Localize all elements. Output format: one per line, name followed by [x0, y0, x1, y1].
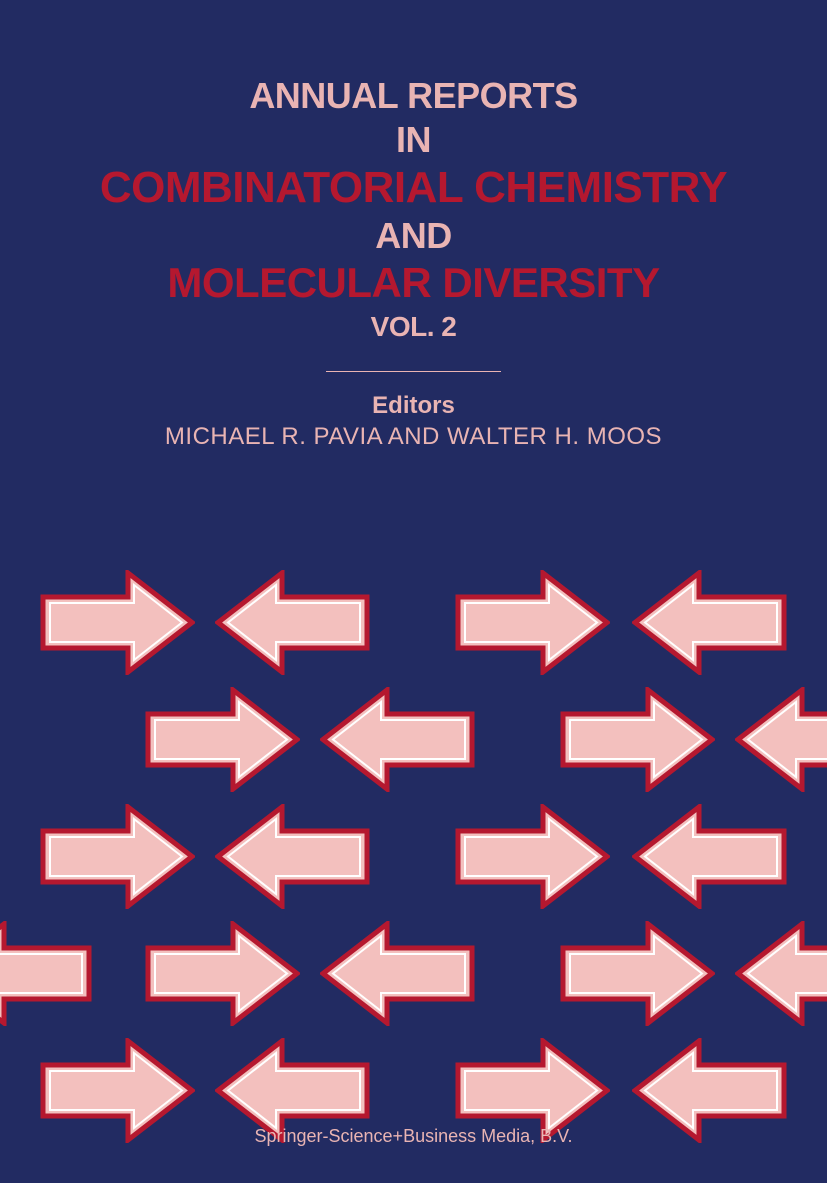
- arrow-right-icon: [145, 921, 300, 1026]
- arrow-left-icon: [632, 570, 787, 675]
- title-line-5: MOLECULAR DIVERSITY: [0, 259, 827, 307]
- arrow-left-icon: [320, 921, 475, 1026]
- arrow-row: [0, 921, 827, 1026]
- arrow-left-icon: [215, 804, 370, 909]
- arrow-row: [0, 570, 827, 675]
- arrow-right-icon: [455, 804, 610, 909]
- arrow-row: [0, 804, 827, 909]
- arrow-right-icon: [40, 804, 195, 909]
- arrow-right-icon: [145, 687, 300, 792]
- arrow-right-icon: [560, 687, 715, 792]
- arrow-left-icon: [0, 921, 92, 1026]
- arrow-left-icon: [735, 687, 827, 792]
- arrow-row: [0, 687, 827, 792]
- title-line-3: COMBINATORIAL CHEMISTRY: [0, 163, 827, 213]
- title-line-1: ANNUAL REPORTS: [0, 75, 827, 117]
- arrow-right-icon: [560, 921, 715, 1026]
- title-line-2: IN: [0, 119, 827, 161]
- arrow-left-icon: [320, 687, 475, 792]
- arrow-left-icon: [632, 804, 787, 909]
- editors-label: Editors: [0, 392, 827, 420]
- arrow-left-icon: [735, 921, 827, 1026]
- publisher-name: Springer-Science+Business Media, B.V.: [0, 1126, 827, 1147]
- title-block: ANNUAL REPORTS IN COMBINATORIAL CHEMISTR…: [0, 0, 827, 451]
- arrow-left-icon: [215, 570, 370, 675]
- book-cover: ANNUAL REPORTS IN COMBINATORIAL CHEMISTR…: [0, 0, 827, 1183]
- arrow-right-icon: [40, 570, 195, 675]
- editors-names: MICHAEL R. PAVIA AND WALTER H. MOOS: [0, 423, 827, 451]
- divider-line: [326, 371, 501, 372]
- title-volume: VOL. 2: [0, 311, 827, 343]
- arrow-right-icon: [455, 570, 610, 675]
- title-line-4: AND: [0, 215, 827, 257]
